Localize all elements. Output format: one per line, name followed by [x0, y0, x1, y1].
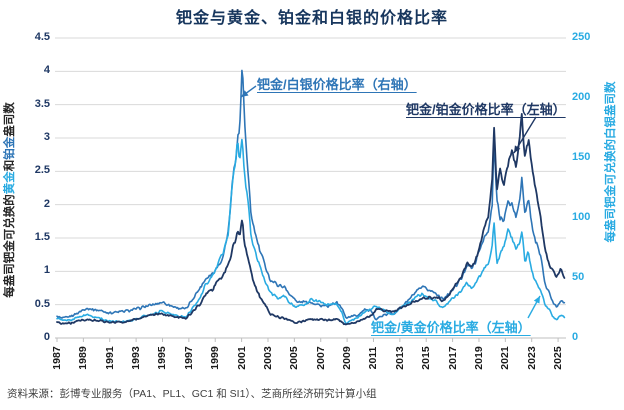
left-axis-label: 每盎司钯金可兑换的黄金和铂金盎司数	[1, 40, 17, 360]
left-tick-3: 3	[43, 131, 50, 143]
x-tick-2021: 2021	[499, 346, 512, 370]
left-tick-0.5: 0.5	[34, 297, 50, 310]
x-tick-2025: 2025	[552, 346, 565, 370]
x-tick-2019: 2019	[472, 346, 485, 370]
annotation-arrow-platinum	[513, 116, 537, 154]
left-tick-1: 1	[43, 264, 50, 277]
left-tick-4.5: 4.5	[34, 31, 50, 43]
right-tick-0: 0	[572, 331, 579, 343]
x-tick-2005: 2005	[288, 346, 301, 370]
annotation-platinum: 钯金/铂金价格比率（左轴）	[406, 102, 566, 117]
x-tick-2003: 2003	[261, 346, 274, 370]
left-tick-3.5: 3.5	[34, 97, 50, 110]
annotation-arrowhead-platinum	[514, 145, 521, 153]
right-tick-200: 200	[572, 91, 591, 103]
right-tick-250: 250	[572, 31, 591, 43]
x-tick-2009: 2009	[341, 346, 354, 370]
x-tick-1995: 1995	[156, 346, 169, 370]
x-tick-2001: 2001	[235, 346, 248, 370]
right-tick-100: 100	[572, 211, 591, 223]
annotation-arrowhead-silver	[241, 90, 249, 97]
left-axis-label-part: 每盎司钯金可兑换的	[4, 194, 16, 298]
x-tick-1987: 1987	[51, 346, 63, 370]
series-line-silver	[56, 69, 566, 321]
chart-title: 钯金与黄金、铂金和白银的价格比率	[175, 10, 448, 27]
x-tick-1993: 1993	[130, 346, 143, 370]
x-tick-1997: 1997	[182, 346, 195, 370]
left-axis-label-part: 铂金	[4, 136, 16, 160]
x-tick-1991: 1991	[103, 346, 116, 370]
x-tick-2013: 2013	[393, 346, 406, 370]
left-axis-label-part: 黄金	[4, 171, 16, 195]
left-tick-4: 4	[43, 64, 50, 77]
annotation-gold: 钯金/黄金价格比率（左轴）	[371, 320, 531, 335]
x-tick-2017: 2017	[446, 346, 459, 370]
x-tick-1989: 1989	[77, 346, 90, 370]
left-tick-0: 0	[43, 331, 50, 343]
annotation-arrowhead-gold	[533, 296, 540, 304]
x-tick-1999: 1999	[209, 346, 222, 370]
left-axis-label-part: 和	[4, 159, 16, 172]
x-tick-2015: 2015	[420, 346, 433, 370]
annotation-silver: 钯金/白银价格比率（右轴）	[257, 77, 417, 92]
left-tick-1.5: 1.5	[34, 231, 50, 243]
x-tick-2023: 2023	[525, 346, 538, 370]
series-line-platinum	[56, 113, 566, 326]
left-tick-2: 2	[43, 197, 50, 210]
source-note: 资料来源：彭博专业服务（PA1、PL1、GC1 和 SI1）、芝商所经济研究计算…	[7, 388, 377, 400]
x-tick-2011: 2011	[367, 346, 380, 370]
right-tick-50: 50	[572, 271, 585, 283]
x-tick-2007: 2007	[314, 346, 327, 370]
right-tick-150: 150	[572, 151, 591, 163]
left-axis-label-part: 盎司数	[4, 102, 16, 137]
left-tick-2.5: 2.5	[34, 164, 50, 177]
right-axis-label: 每盎司钯金可兑换的白银盎司数	[605, 81, 617, 243]
